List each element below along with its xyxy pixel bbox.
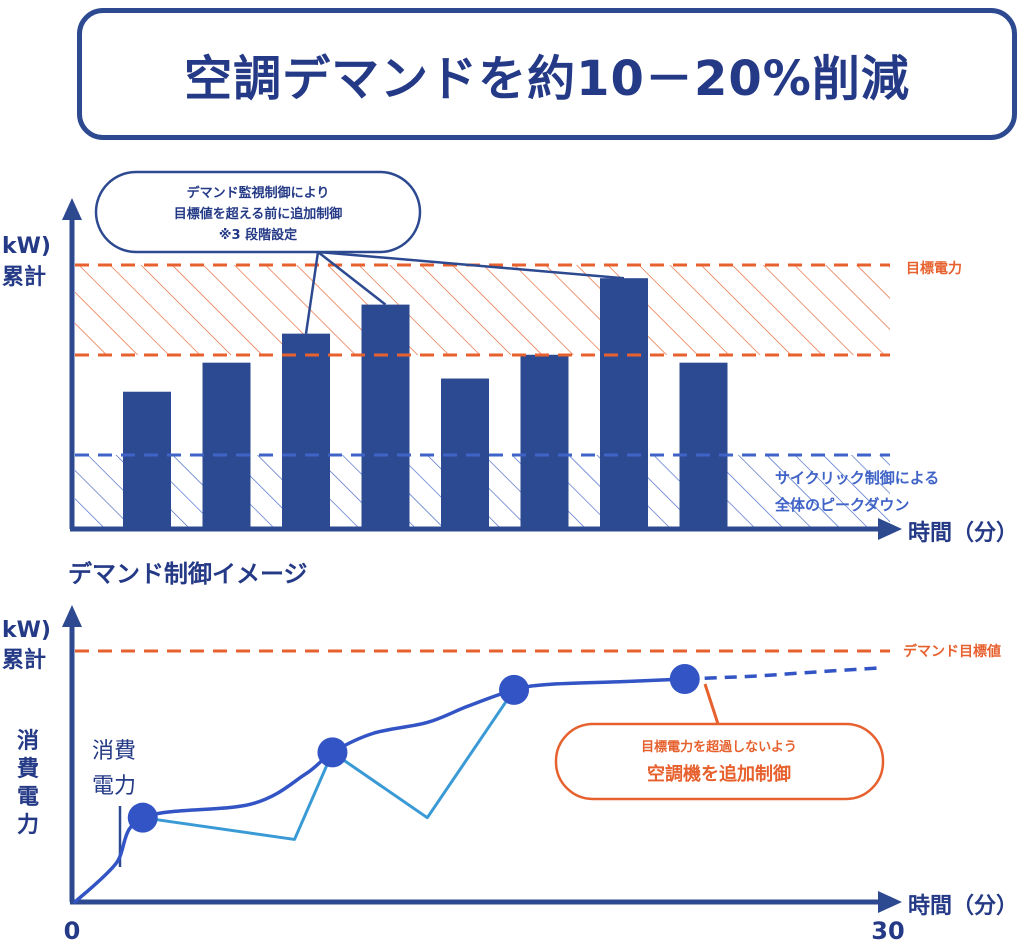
- y-axis-label-cumulative: 累計: [2, 264, 46, 290]
- callout-box: [94, 170, 422, 254]
- bar-4: [361, 304, 410, 529]
- cumulative-line-projection: [684, 666, 878, 681]
- demand-control-title: デマンド制御イメージ: [68, 560, 308, 588]
- demand-target-label: デマンド目標値: [903, 643, 1001, 660]
- cyclic-label-line-1: サイクリック制御による: [775, 469, 939, 487]
- target-power-label: 目標電力: [906, 260, 962, 277]
- y-axis-label-unit: kW): [2, 234, 51, 259]
- x-tick-30: 30: [871, 917, 904, 944]
- control-point-4: [669, 663, 700, 694]
- orange-callout-line-2: 空調機を追加制御: [647, 763, 791, 785]
- bar-2: [202, 362, 251, 529]
- callout-pointers: [304, 250, 625, 334]
- x-axis-label: 時間（分）: [908, 521, 1018, 546]
- markers: [127, 663, 700, 833]
- callout-line-3: ※3 段階設定: [219, 227, 297, 243]
- consumption-label-line-1: 消費: [92, 739, 136, 764]
- bar-1: [123, 391, 171, 529]
- bar-7: [600, 278, 648, 529]
- callout-pointer-1: [304, 251, 320, 334]
- control-point-3: [499, 674, 530, 705]
- x-axis-arrow: [878, 518, 902, 540]
- y-axis-label-unit-2: kW): [2, 618, 51, 643]
- bar-chart: kW) 累計 時間（分） 目標電力 サイクリック制御による 全体のピークダウン …: [2, 170, 1018, 546]
- x-tick-0: 0: [64, 917, 81, 944]
- callout-pointer-2: [317, 251, 387, 306]
- x-axis-label-2: 時間（分）: [908, 894, 1018, 919]
- bar-6: [520, 354, 569, 529]
- page-title: 空調デマンドを約10－20%削減: [184, 51, 910, 107]
- callout-line-1: デマンド監視制御により: [187, 185, 330, 201]
- target-band: [75, 265, 890, 355]
- orange-callout-box: [554, 722, 885, 801]
- side-label-char-1: 消: [17, 729, 39, 754]
- side-label-char-2: 費: [17, 757, 39, 782]
- bar-3: [282, 333, 330, 529]
- x-axis-arrow-2: [878, 891, 902, 913]
- side-label-char-4: 力: [17, 813, 39, 838]
- callout-pointer-3: [317, 250, 625, 280]
- control-point-2: [317, 737, 348, 768]
- callout-line-2: 目標値を超える前に追加制御: [174, 206, 343, 222]
- title-box: 空調デマンドを約10－20%削減: [77, 8, 1017, 140]
- bars: [123, 278, 728, 529]
- line-chart: デマンド制御イメージ デマンド目標値 kW) 累計 消 費 電 力 時間（分） …: [2, 560, 1018, 944]
- y-axis-arrow: [62, 198, 82, 220]
- orange-callout-line-1: 目標電力を超過しないよう: [641, 739, 797, 755]
- control-point-1: [127, 802, 158, 833]
- y-axis-label-cumulative-2: 累計: [2, 647, 46, 673]
- cyclic-label-line-2: 全体のピークダウン: [774, 496, 909, 514]
- consumption-label-line-2: 電力: [92, 774, 136, 799]
- orange-callout-pointer: [703, 683, 720, 725]
- y-axis-arrow-2: [62, 605, 82, 627]
- bar-8: [679, 362, 728, 529]
- side-label-char-3: 電: [17, 785, 39, 810]
